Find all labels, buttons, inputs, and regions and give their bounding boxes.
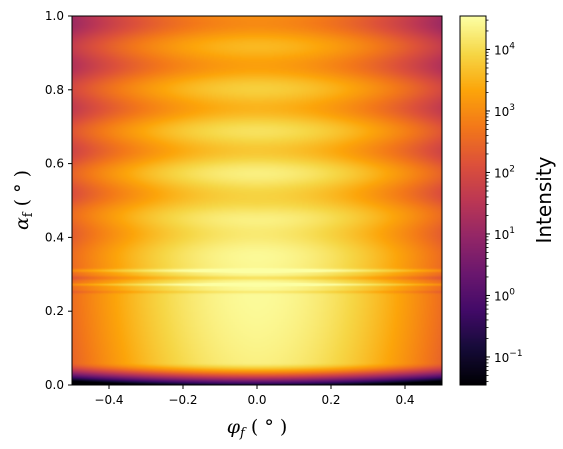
colorbar-gradient (460, 16, 486, 385)
x-tick-label: 0.2 (321, 393, 340, 407)
colorbar-tick-label: 104 (494, 41, 515, 57)
colorbar-tick-label: 103 (494, 103, 515, 119)
y-axis-ticks: 0.0 0.2 0.4 0.6 0.8 1.0 (45, 9, 72, 392)
colorbar-tick-label: 102 (494, 164, 515, 180)
x-axis-ticks: −0.4 −0.2 0.0 0.2 0.4 (94, 385, 415, 407)
colorbar: 10−1 100 101 102 103 104 Intensity (459, 15, 556, 386)
y-tick-label: 0.4 (45, 230, 64, 244)
y-axis-label: αf ( ° ) (11, 170, 36, 230)
x-tick-label: 0.4 (395, 393, 414, 407)
colorbar-label: Intensity (532, 156, 556, 243)
y-tick-label: 0.6 (45, 157, 64, 171)
heatmap-image (72, 16, 442, 385)
y-tick-label: 0.2 (45, 304, 64, 318)
colorbar-tick-label: 100 (494, 287, 515, 303)
x-tick-label: −0.4 (94, 393, 123, 407)
colorbar-ticks: 10−1 100 101 102 103 104 (486, 19, 523, 382)
y-tick-label: 0.0 (45, 378, 64, 392)
x-tick-label: −0.2 (168, 393, 197, 407)
colorbar-tick-label: 10−1 (494, 349, 523, 365)
x-axis-label: φf ( ° ) (227, 416, 288, 441)
colorbar-tick-label: 101 (494, 226, 515, 242)
heatmap-plot-area (72, 16, 442, 385)
x-tick-label: 0.0 (247, 393, 266, 407)
y-tick-label: 0.8 (45, 83, 64, 97)
colorbar-frame (459, 15, 487, 386)
y-tick-label: 1.0 (45, 9, 64, 23)
